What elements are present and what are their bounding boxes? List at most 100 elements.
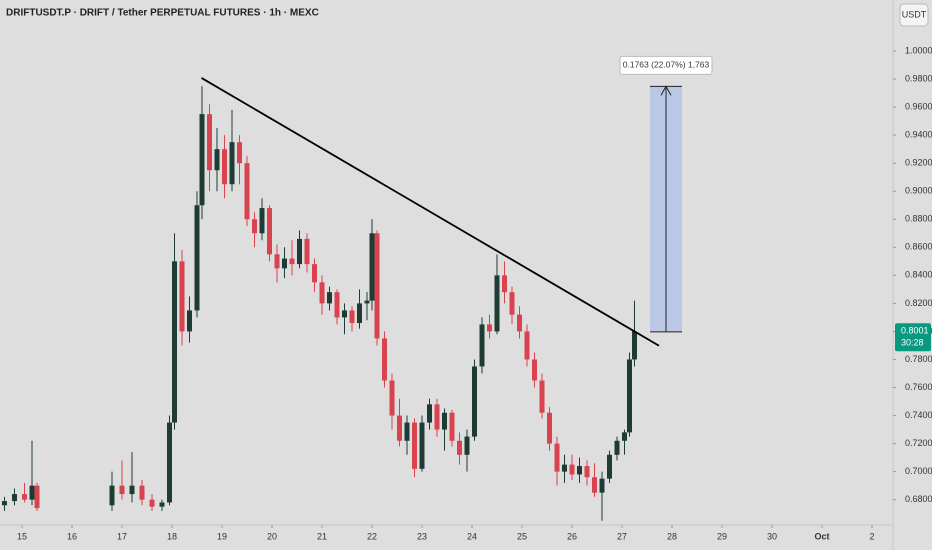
candle-body: [389, 380, 395, 416]
currency-label: USDT: [902, 9, 927, 19]
x-tick-label: 17: [117, 531, 127, 541]
y-tick-label: 0.7600: [905, 382, 932, 392]
candle-body: [194, 205, 200, 311]
candle-body: [289, 258, 295, 265]
candle-body: [397, 415, 402, 441]
candle-body: [539, 380, 545, 413]
candle-body: [577, 466, 582, 475]
measure-label: 0.1763 (22.07%) 1,763: [623, 60, 710, 70]
candle-body: [1, 501, 7, 506]
candle-body: [244, 163, 250, 220]
x-tick-label: 19: [217, 531, 227, 541]
candle-body: [554, 443, 560, 472]
candle-body: [179, 261, 185, 332]
candle-body: [472, 366, 477, 437]
last-price-tag: [895, 323, 931, 352]
candle-body: [159, 502, 165, 507]
y-tick-label: 0.9800: [905, 73, 932, 83]
candle-body: [502, 275, 507, 293]
candle-body: [237, 142, 242, 164]
candle-body: [599, 478, 605, 493]
candle-body: [532, 359, 537, 381]
x-tick-label: 26: [567, 531, 577, 541]
candle-body: [259, 208, 265, 234]
y-tick-label: 0.9600: [905, 101, 932, 111]
candle-body: [172, 261, 177, 423]
candle-body: [494, 275, 500, 332]
candle-body: [427, 404, 432, 423]
candle-body: [282, 258, 287, 269]
candle-body: [229, 142, 235, 185]
candle-body: [592, 477, 597, 493]
measure-arrowhead: [660, 85, 672, 96]
candle-body: [222, 149, 227, 185]
candle-body: [374, 233, 380, 339]
candle-body: [419, 422, 425, 469]
y-tick-label: 0.9200: [905, 158, 932, 168]
candle-body: [479, 324, 485, 367]
candle-body: [29, 485, 35, 500]
candle-body: [404, 422, 410, 441]
y-tick-label: 0.7800: [905, 354, 932, 364]
candle-body: [487, 324, 492, 332]
candle-body: [442, 412, 447, 430]
candle-body: [149, 499, 155, 507]
chart-title: DRIFTUSDT.P · DRIFT / Tether PERPETUAL F…: [6, 8, 319, 19]
candle-body: [607, 454, 612, 479]
candle-body: [614, 440, 620, 455]
x-tick-label: 20: [267, 531, 277, 541]
candle-body: [267, 208, 272, 255]
candle-body: [434, 404, 440, 430]
y-tick-label: 0.8800: [905, 214, 932, 224]
candle-body: [12, 494, 17, 502]
x-tick-label: 2: [869, 531, 874, 541]
candle-body: [632, 331, 637, 360]
candle-body: [562, 464, 567, 472]
y-tick-label: 0.8600: [905, 242, 932, 252]
x-tick-label: Oct: [814, 531, 829, 541]
y-tick-label: 0.7000: [905, 466, 932, 476]
candle-body: [334, 292, 340, 318]
candle-body: [274, 254, 280, 269]
candle-body: [119, 485, 125, 495]
candle-body: [627, 359, 632, 433]
candle-body: [449, 412, 455, 441]
x-tick-label: 30: [767, 531, 777, 541]
candle-body: [139, 485, 145, 500]
candle-body: [297, 238, 302, 265]
candle-body: [109, 485, 115, 506]
candle-body: [364, 300, 370, 304]
candle-body: [357, 303, 362, 324]
candle-body: [129, 485, 135, 495]
countdown-label: 30:28: [901, 338, 924, 348]
candle-body: [319, 282, 325, 304]
x-tick-label: 29: [717, 531, 727, 541]
candle-body: [252, 219, 257, 234]
candle-body: [464, 436, 470, 455]
candle-body: [187, 310, 192, 332]
x-tick-label: 23: [417, 531, 427, 541]
candle-body: [22, 494, 27, 500]
x-tick-label: 16: [67, 531, 77, 541]
candle-body: [327, 292, 332, 304]
y-tick-label: 1.0000: [905, 45, 932, 55]
candle-body: [207, 114, 212, 171]
x-tick-label: 15: [17, 531, 27, 541]
candle-body: [199, 114, 205, 206]
y-tick-label: 0.6800: [905, 494, 932, 504]
y-tick-label: 0.7400: [905, 410, 932, 420]
candle-body: [312, 264, 317, 283]
candle-body: [622, 432, 627, 441]
currency-button[interactable]: [899, 3, 929, 27]
candle-body: [214, 149, 220, 171]
y-tick-label: 0.9000: [905, 186, 932, 196]
x-tick-label: 21: [317, 531, 327, 541]
candle-body: [412, 422, 417, 469]
measure-label-box: [619, 55, 713, 75]
x-tick-label: 27: [617, 531, 627, 541]
candle-body: [547, 412, 552, 444]
candle-body: [369, 233, 375, 301]
